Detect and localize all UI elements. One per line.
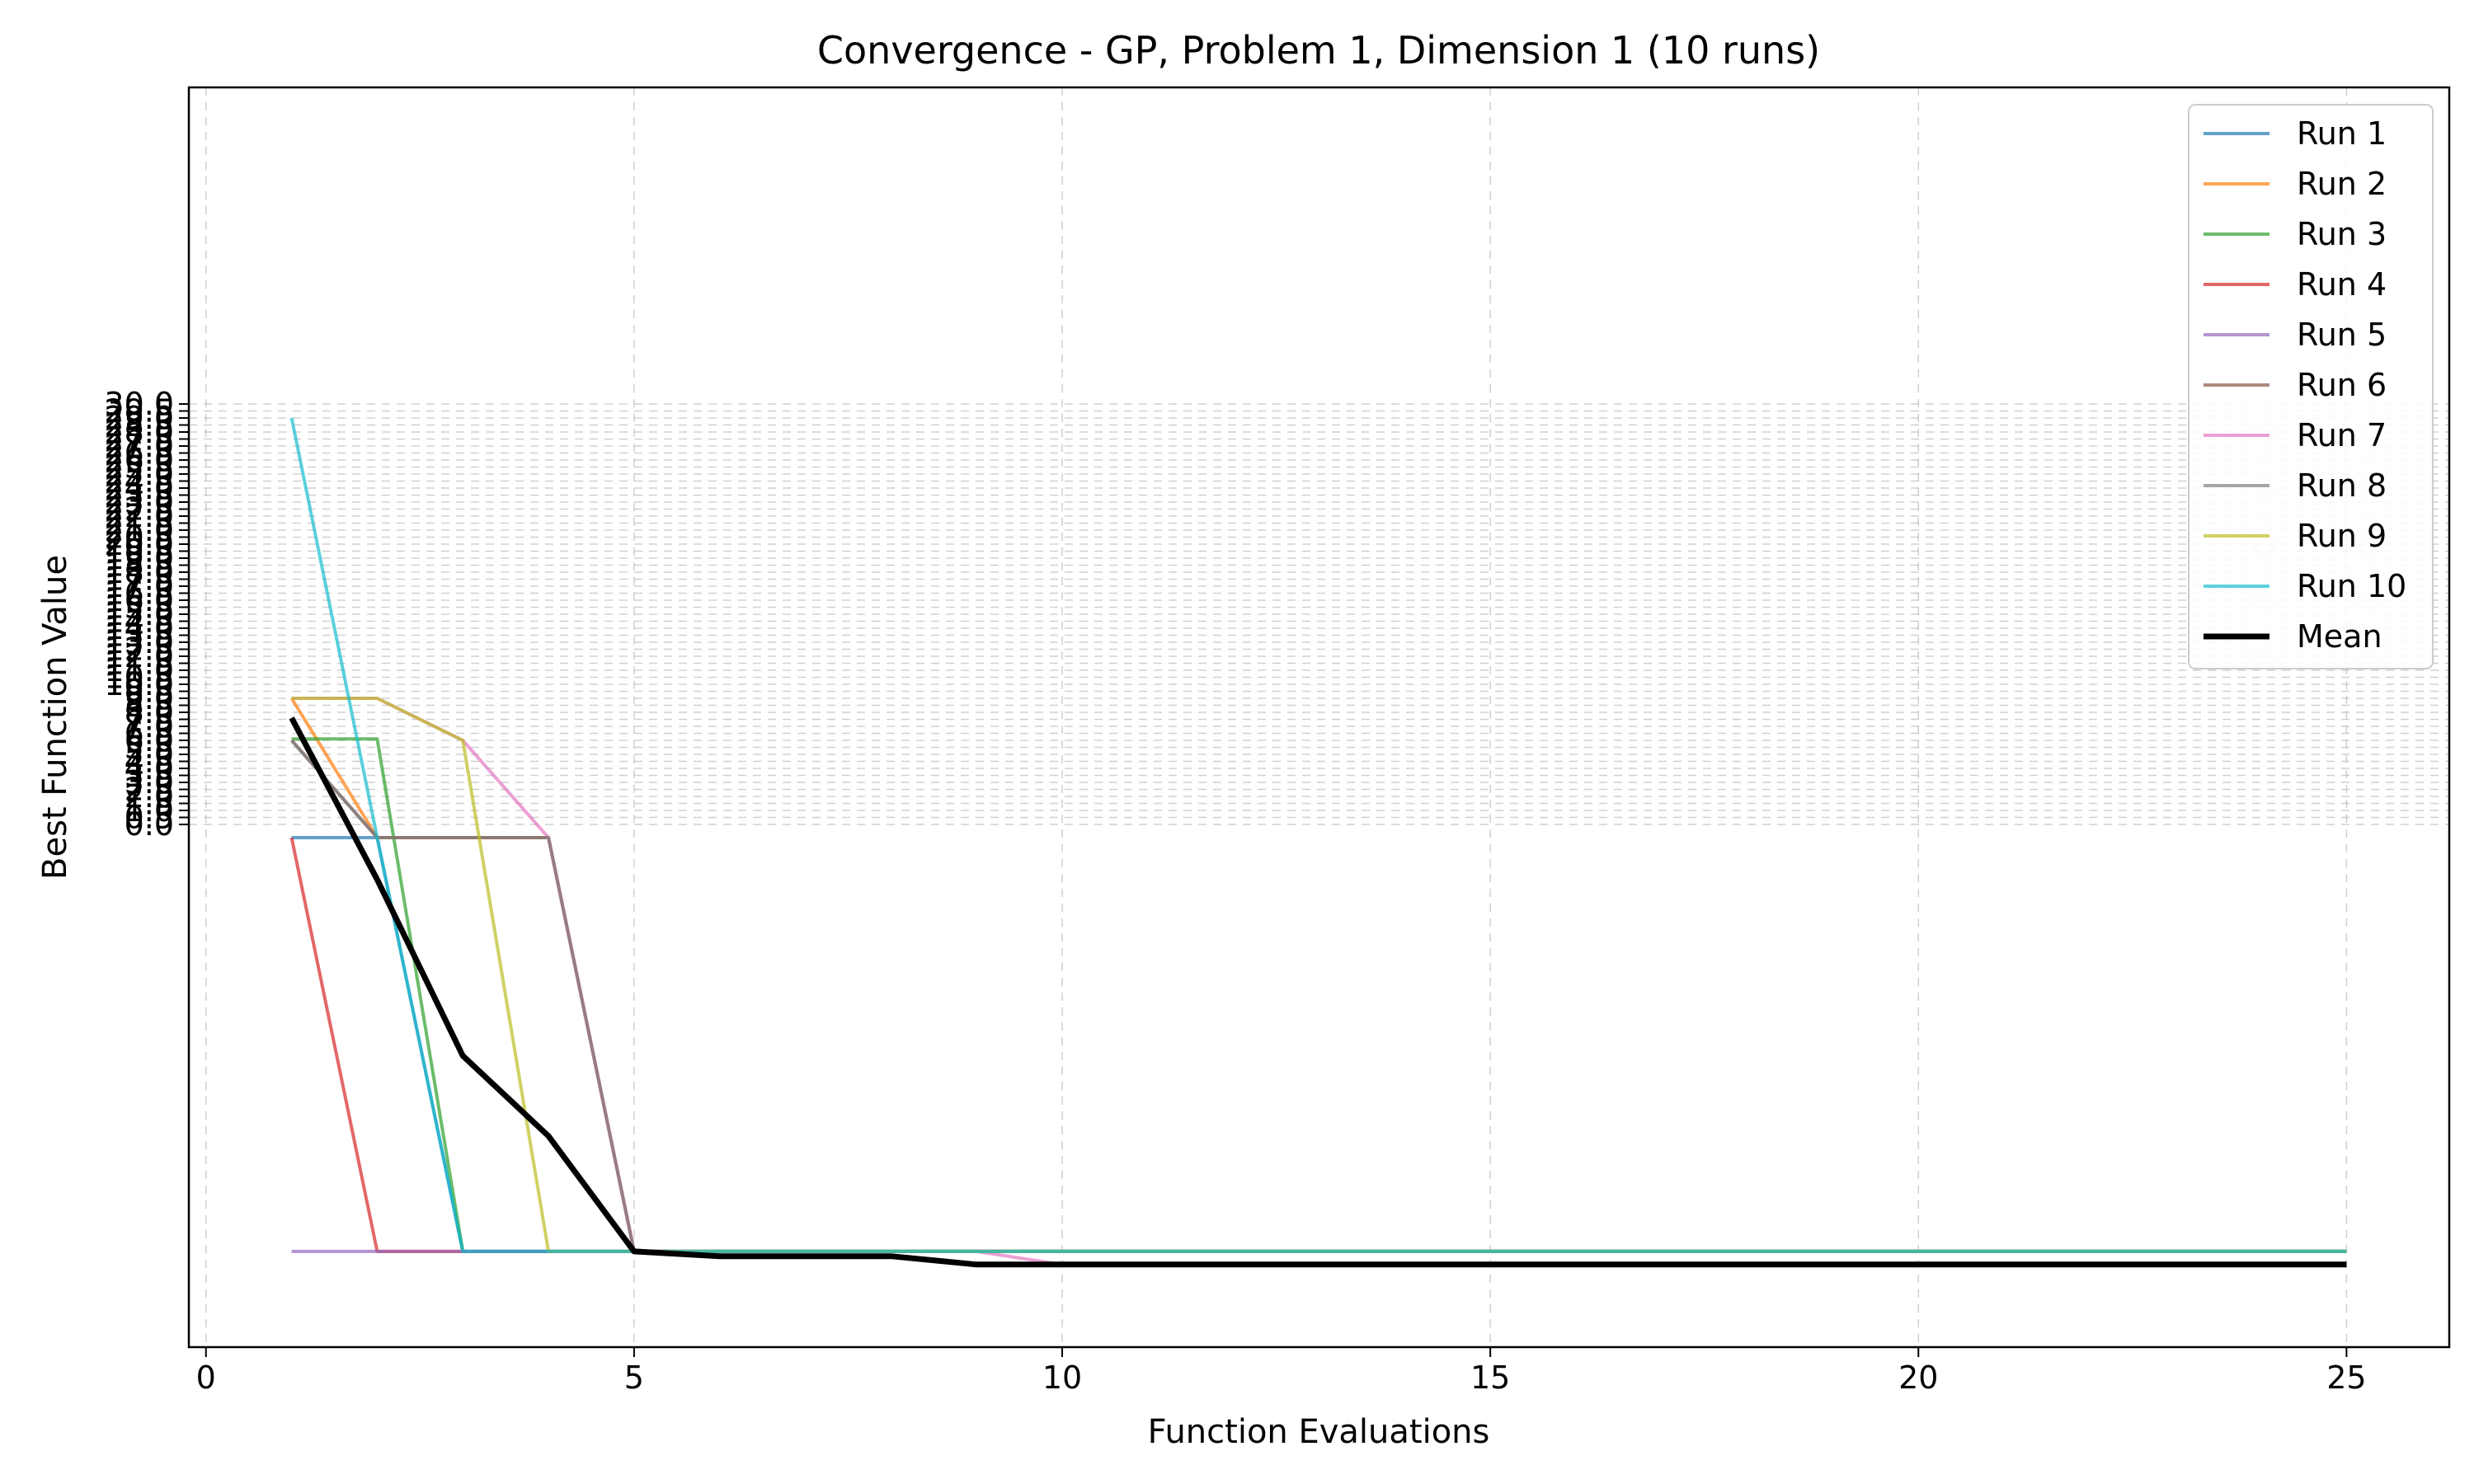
y-tick-label: 11.5	[104, 646, 174, 682]
y-tick-label: 3.5	[125, 758, 174, 794]
y-tick-label: 18.5	[104, 547, 174, 584]
y-tick-label: 20.5	[104, 519, 174, 556]
y-tick-label: 4.0	[125, 750, 174, 787]
y-tick-label: 10.0	[104, 666, 174, 702]
y-tick-label: 7.0	[125, 708, 174, 744]
legend-label: Run 4	[2297, 266, 2387, 303]
y-tick-label: 19.5	[104, 533, 174, 570]
y-tick-label: 23.5	[104, 477, 174, 514]
y-tick-label: 4.5	[125, 744, 174, 780]
legend-label: Mean	[2297, 618, 2382, 655]
y-tick-label: 29.5	[104, 393, 174, 430]
y-tick-label: 10.5	[104, 660, 174, 696]
y-tick-label: 3.0	[125, 764, 174, 801]
x-axis-label: Function Evaluations	[1148, 1413, 1490, 1451]
y-tick-label: 12.0	[104, 638, 174, 674]
y-tick-label: 15.0	[104, 596, 174, 632]
y-tick-label: 29.0	[104, 400, 174, 436]
y-tick-label: 26.5	[104, 435, 174, 472]
y-tick-label: 30.0	[104, 386, 174, 422]
x-tick-label: 25	[2326, 1360, 2366, 1396]
y-tick-label: 21.5	[104, 505, 174, 542]
series-lines	[289, 417, 2347, 1268]
y-tick-label: 7.5	[125, 702, 174, 738]
x-tick-label: 0	[196, 1360, 216, 1396]
y-tick-label: 9.0	[125, 680, 174, 716]
y-tick-label: 28.5	[104, 407, 174, 444]
legend-label: Run 3	[2297, 216, 2387, 252]
y-tick-label: 8.0	[125, 694, 174, 730]
y-tick-label: 2.5	[125, 772, 174, 808]
y-tick-label: 20.0	[104, 526, 174, 562]
legend-label: Run 8	[2297, 467, 2387, 504]
x-tick-label: 5	[624, 1360, 644, 1396]
y-tick-label: 24.5	[104, 463, 174, 500]
y-tick-label: 6.5	[125, 716, 174, 752]
y-tick-label: 17.5	[104, 561, 174, 598]
y-tick-label: 9.5	[125, 674, 174, 710]
y-tick-label: 15.5	[104, 589, 174, 626]
y-tick-label: 2.0	[125, 778, 174, 815]
y-tick-label: 14.5	[104, 603, 174, 640]
y-tick-label: 16.5	[104, 575, 174, 612]
y-tick-label: 23.0	[104, 484, 174, 520]
y-tick-label: 25.0	[104, 456, 174, 492]
series-line-mean	[289, 716, 2347, 1268]
y-tick-label: 11.0	[104, 652, 174, 688]
y-tick-label: 24.0	[104, 470, 174, 506]
y-tick-label: 12.5	[104, 632, 174, 668]
y-tick-label: 1.5	[125, 786, 174, 822]
legend-label: Run 6	[2297, 367, 2387, 403]
legend-box	[2188, 104, 2434, 669]
y-tick-label: 13.5	[104, 618, 174, 654]
y-tick-label: 22.5	[104, 491, 174, 528]
legend-label: Run 7	[2297, 417, 2387, 453]
x-tick-label: 15	[1470, 1360, 1510, 1396]
x-tick-label: 20	[1898, 1360, 1938, 1396]
y-tick-label: 27.0	[104, 428, 174, 464]
y-tick-label: 16.0	[104, 582, 174, 618]
y-tick-label: 14.0	[104, 610, 174, 646]
x-tick-label: 10	[1042, 1360, 1082, 1396]
y-tick-label: 13.0	[104, 624, 174, 660]
legend: Run 1 Run 2 Run 3 Run 4 Run 5 Run 6 Run 7 Run 8…	[2188, 104, 2434, 669]
y-tick-label: 27.5	[104, 421, 174, 458]
y-tick-label: 8.5	[125, 688, 174, 724]
grid	[189, 87, 2449, 1347]
y-tick-label: 5.5	[125, 730, 174, 766]
y-tick-label: 22.0	[104, 498, 174, 534]
y-tick-label: 21.0	[104, 512, 174, 548]
y-tick-label: 19.0	[104, 540, 174, 576]
y-tick-label: 17.0	[104, 568, 174, 604]
legend-label: Run 1	[2297, 115, 2387, 152]
y-tick-label: 0.5	[125, 800, 174, 836]
chart-title: Convergence - GP, Problem 1, Dimension 1…	[817, 28, 1820, 73]
y-tick-label: 26.0	[104, 442, 174, 478]
y-tick-label: 28.0	[104, 414, 174, 450]
y-tick-label: 18.0	[104, 554, 174, 590]
y-tick-label: 0.0	[125, 806, 174, 843]
x-axis-ticks: 0 5 10 15 20 25	[196, 1347, 2367, 1396]
legend-label: Run 5	[2297, 317, 2387, 353]
y-tick-label: 5.0	[125, 736, 174, 773]
legend-label: Run 9	[2297, 518, 2387, 554]
y-axis-ticks: 0.00.51.01.52.02.53.03.54.04.55.05.56.06…	[104, 386, 189, 843]
y-tick-label: 25.5	[104, 449, 174, 486]
y-tick-label: 6.0	[125, 722, 174, 758]
plot-area-frame	[187, 86, 2451, 1349]
y-tick-label: 1.0	[125, 792, 174, 829]
legend-label: Run 10	[2297, 568, 2406, 604]
y-axis-label: Best Function Value	[36, 555, 74, 880]
legend-label: Run 2	[2297, 166, 2387, 202]
